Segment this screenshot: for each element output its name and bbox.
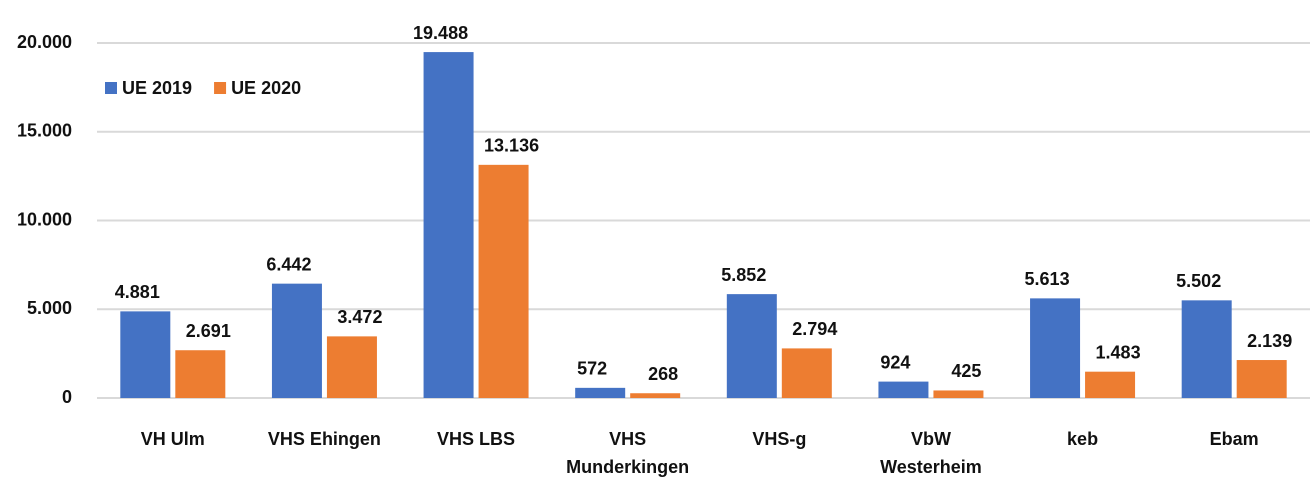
bar — [478, 164, 529, 398]
bar — [1085, 371, 1136, 398]
bar — [423, 52, 474, 398]
legend-label: UE 2020 — [231, 78, 301, 98]
x-tick-label: VH Ulm — [141, 429, 205, 449]
data-label: 1.483 — [1096, 342, 1141, 362]
y-tick-label: 5.000 — [27, 298, 72, 318]
data-label: 6.442 — [266, 254, 311, 274]
bar — [1181, 300, 1232, 398]
bar — [575, 387, 626, 398]
data-label: 5.613 — [1025, 269, 1070, 289]
bar — [326, 336, 377, 398]
data-label: 572 — [577, 359, 607, 379]
bar — [175, 350, 226, 398]
legend-label: UE 2019 — [122, 78, 192, 98]
x-tick-label: Ebam — [1210, 429, 1259, 449]
data-label: 13.136 — [484, 136, 539, 156]
data-label: 2.139 — [1247, 331, 1292, 351]
x-tick-label: VHS Ehingen — [268, 429, 381, 449]
x-tick-label: VHS LBS — [437, 429, 515, 449]
data-label: 2.794 — [792, 319, 837, 339]
y-tick-label: 15.000 — [17, 121, 72, 141]
y-tick-label: 10.000 — [17, 209, 72, 229]
legend-swatch — [214, 82, 227, 94]
data-label: 4.881 — [115, 282, 160, 302]
data-label: 268 — [648, 364, 678, 384]
bar — [630, 393, 681, 398]
x-tick-label: VbW Westerheim — [880, 429, 982, 477]
bar — [271, 283, 322, 398]
bar — [726, 294, 777, 398]
data-label: 19.488 — [413, 23, 468, 43]
x-tick-label: VHS Munderkingen — [566, 429, 689, 477]
x-tick-label: keb — [1067, 429, 1098, 449]
data-label: 5.852 — [721, 265, 766, 285]
legend-swatch — [105, 82, 117, 94]
data-label: 2.691 — [186, 321, 231, 341]
data-label: 3.472 — [337, 307, 382, 327]
bar — [781, 348, 832, 398]
data-label: 5.502 — [1176, 271, 1221, 291]
y-tick-label: 20.000 — [17, 32, 72, 52]
data-label: 425 — [951, 361, 981, 381]
bar — [1236, 360, 1287, 398]
data-label: 924 — [880, 352, 910, 372]
bar — [878, 381, 929, 398]
bar — [120, 311, 171, 398]
y-tick-label: 0 — [62, 387, 72, 407]
bar — [1030, 298, 1081, 398]
x-tick-label: VHS-g — [752, 429, 806, 449]
bar — [933, 390, 984, 398]
